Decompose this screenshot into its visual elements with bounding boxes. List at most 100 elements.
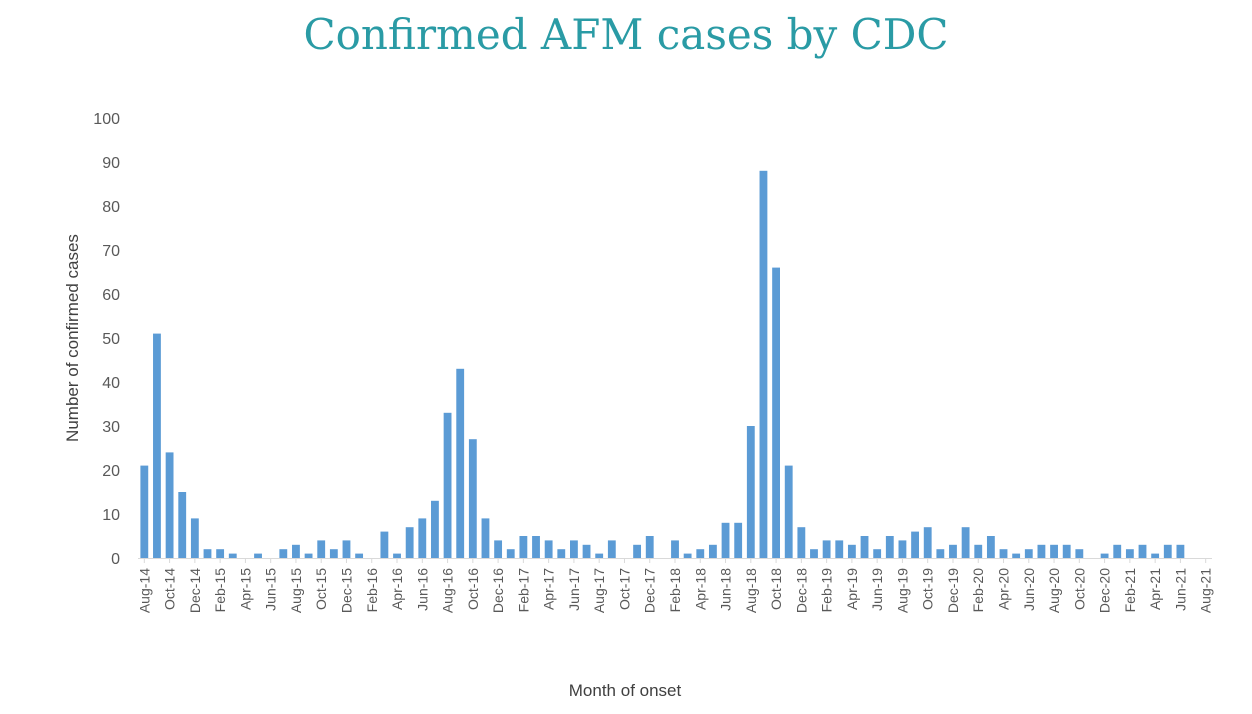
x-tick-label: Apr-21 xyxy=(1147,568,1163,610)
bar-Apr-20 xyxy=(999,549,1008,558)
bar-Nov-15 xyxy=(329,549,338,558)
bar-Feb-17 xyxy=(519,536,528,558)
bar-Oct-20 xyxy=(1075,549,1084,558)
x-tick-label: Dec-16 xyxy=(490,568,506,613)
x-tick-label: Aug-16 xyxy=(440,568,456,613)
x-tick-label: Dec-17 xyxy=(642,568,658,613)
x-tick-label: Apr-20 xyxy=(996,568,1012,610)
y-tick-label: 50 xyxy=(102,331,120,348)
chart-title: Confirmed AFM cases by CDC xyxy=(303,10,949,59)
x-tick-label: Dec-19 xyxy=(945,568,961,613)
bar-Sep-20 xyxy=(1062,544,1071,558)
bar-Apr-17 xyxy=(544,540,553,558)
x-tick-label: Aug-15 xyxy=(288,568,304,613)
bar-Sep-14 xyxy=(153,333,161,558)
x-tick-label: Jun-21 xyxy=(1172,568,1188,611)
bar-Aug-16 xyxy=(443,412,452,558)
x-tick-label: Feb-17 xyxy=(515,568,531,613)
bar-Dec-17 xyxy=(645,536,654,558)
y-tick-label: 20 xyxy=(102,463,120,480)
bar-Jun-19 xyxy=(873,549,882,558)
bar-Nov-17 xyxy=(633,544,642,558)
bar-Sep-19 xyxy=(911,531,919,558)
bar-Mar-21 xyxy=(1138,544,1147,558)
y-tick-label: 90 xyxy=(102,155,120,172)
bar-Jun-17 xyxy=(570,540,578,558)
y-tick-label: 40 xyxy=(102,375,120,392)
bar-Feb-20 xyxy=(974,544,983,558)
bar-Jul-16 xyxy=(431,500,439,558)
bar-Dec-20 xyxy=(1100,553,1109,558)
x-tick-label: Feb-15 xyxy=(212,568,228,613)
x-axis-label: Month of onset xyxy=(569,681,682,700)
y-axis-ticks: 0 10 20 30 40 50 60 70 80 90 100 xyxy=(93,111,120,568)
bar-Jan-21 xyxy=(1113,544,1122,558)
bar-Jan-16 xyxy=(355,553,364,558)
bar-May-16 xyxy=(405,527,414,558)
bar-Apr-19 xyxy=(847,544,856,558)
y-tick-label: 70 xyxy=(102,243,120,260)
bars xyxy=(140,170,1185,559)
x-tick-label: Oct-16 xyxy=(465,568,481,610)
x-tick-label: Aug-19 xyxy=(894,568,910,613)
bar-Dec-19 xyxy=(949,544,957,558)
bar-Aug-17 xyxy=(595,553,604,558)
x-tick-label: Jun-16 xyxy=(414,568,430,611)
bar-Mar-17 xyxy=(532,536,540,558)
bar-Jul-19 xyxy=(885,536,894,558)
bar-Aug-20 xyxy=(1050,544,1058,558)
x-tick-label: Dec-18 xyxy=(793,568,809,613)
x-tick-label: Feb-21 xyxy=(1122,568,1138,613)
bar-Feb-15 xyxy=(216,549,225,558)
bar-Mar-20 xyxy=(986,536,995,558)
bar-Apr-18 xyxy=(696,549,705,558)
bar-Nov-19 xyxy=(936,549,945,558)
bar-Sep-18 xyxy=(759,170,768,559)
bar-Oct-16 xyxy=(468,439,477,558)
bar-Nov-14 xyxy=(178,492,187,558)
bar-Jul-17 xyxy=(582,544,591,558)
x-axis-ticks: Aug-14 Oct-14 Dec-14 Feb-15 Apr-15 Jun-15 Aug-… xyxy=(136,558,1214,613)
x-tick-label: Oct-14 xyxy=(162,568,178,610)
bar-Dec-15 xyxy=(342,540,351,558)
bar-May-19 xyxy=(860,536,869,558)
x-tick-label: Aug-20 xyxy=(1046,568,1062,613)
bar-Jan-17 xyxy=(506,549,515,558)
bar-Aug-14 xyxy=(140,465,149,558)
x-tick-label: Oct-17 xyxy=(616,568,632,610)
bar-Feb-21 xyxy=(1125,549,1134,558)
bar-May-17 xyxy=(557,549,566,558)
bar-Sep-16 xyxy=(456,368,465,558)
y-tick-label: 10 xyxy=(102,507,120,524)
y-tick-label: 100 xyxy=(93,111,120,128)
bar-Jul-18 xyxy=(734,522,743,558)
bar-Apr-16 xyxy=(393,553,401,558)
bar-Jan-15 xyxy=(203,549,212,558)
y-axis-label: Number of confirmed cases xyxy=(63,234,82,442)
bar-Jun-16 xyxy=(418,518,427,558)
y-tick-label: 60 xyxy=(102,287,120,304)
bar-Mar-15 xyxy=(228,553,237,558)
bar-Nov-18 xyxy=(784,465,793,558)
x-tick-label: Dec-14 xyxy=(187,568,203,613)
x-tick-label: Aug-17 xyxy=(591,568,607,613)
bar-Nov-16 xyxy=(481,518,490,558)
x-tick-label: Jun-17 xyxy=(566,568,582,611)
bar-Dec-14 xyxy=(190,518,199,558)
x-tick-label: Oct-20 xyxy=(1071,568,1087,610)
bar-Feb-18 xyxy=(671,540,679,558)
y-tick-label: 0 xyxy=(111,551,120,568)
bar-Oct-15 xyxy=(317,540,326,558)
bar-May-18 xyxy=(708,544,717,558)
y-tick-label: 30 xyxy=(102,419,120,436)
bar-May-15 xyxy=(254,553,262,558)
x-tick-label: Oct-18 xyxy=(768,568,784,610)
bar-Mar-19 xyxy=(835,540,844,558)
x-tick-label: Apr-16 xyxy=(389,568,405,610)
bar-Jul-20 xyxy=(1037,544,1046,558)
bar-Jun-21 xyxy=(1176,544,1185,558)
bar-Sep-15 xyxy=(304,553,313,558)
x-tick-label: Feb-20 xyxy=(970,568,986,613)
bar-Jun-20 xyxy=(1024,549,1033,558)
bar-Oct-18 xyxy=(772,267,780,558)
